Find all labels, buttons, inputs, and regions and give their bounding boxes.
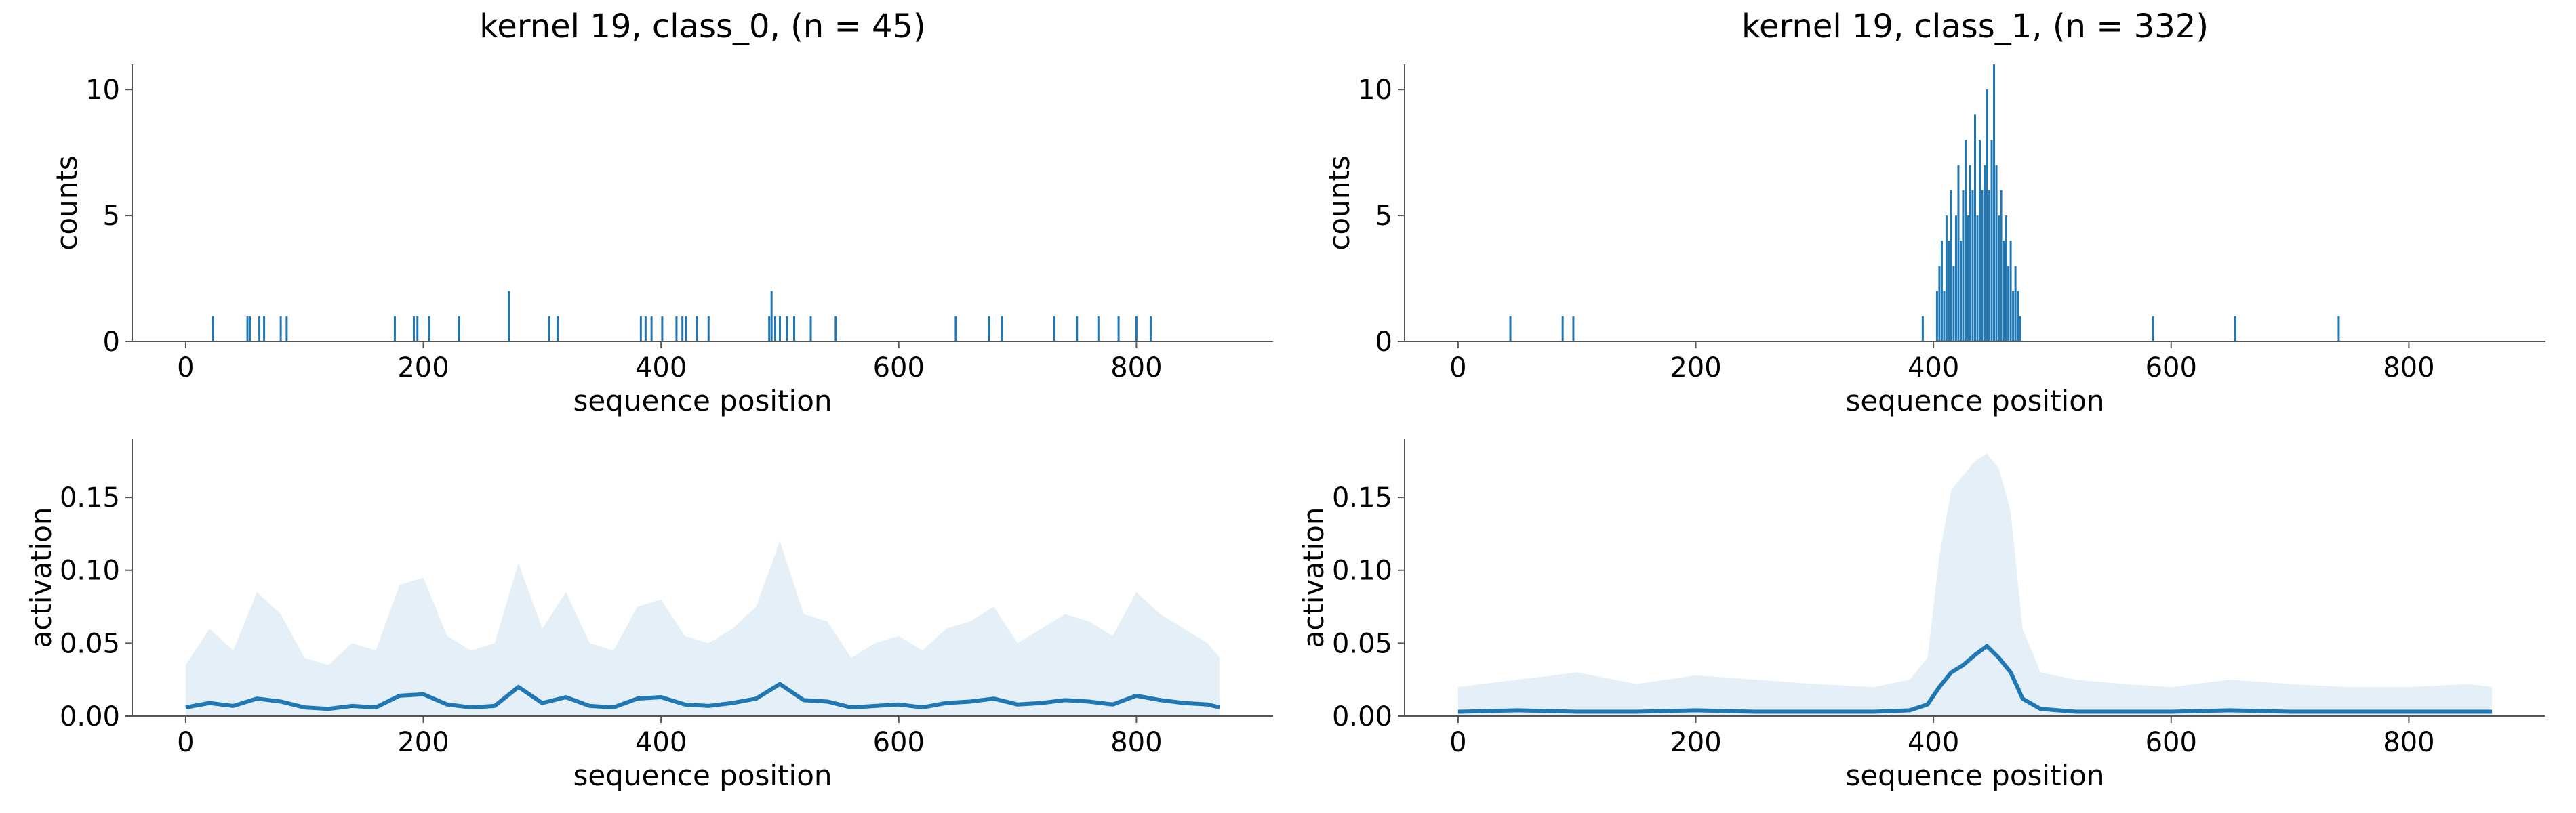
y-axis-label: counts: [50, 155, 83, 250]
x-axis-label: sequence position: [1845, 759, 2104, 792]
x-tick-label: 200: [397, 727, 449, 758]
x-axis-label: sequence position: [1845, 384, 2104, 417]
y-tick-label: 5: [103, 201, 120, 232]
x-tick-label: 0: [1449, 727, 1466, 758]
y-axis-label: activation: [1297, 507, 1330, 648]
y-tick-label: 0.10: [60, 556, 120, 587]
x-tick-label: 0: [177, 352, 194, 383]
chart-title: kernel 19, class_1, (n = 332): [1742, 7, 2209, 45]
x-tick-label: 200: [1670, 352, 1721, 383]
x-tick-label: 200: [1670, 727, 1721, 758]
x-tick-label: 600: [2146, 352, 2197, 383]
x-tick-label: 0: [1449, 352, 1466, 383]
x-axis-label: sequence position: [573, 384, 832, 417]
y-tick-label: 0.00: [1332, 701, 1392, 732]
x-tick-label: 400: [1908, 352, 1959, 383]
y-tick-label: 0: [1375, 327, 1392, 358]
y-axis-label: counts: [1323, 155, 1356, 250]
panel-class-0-counts: kernel 19, class_0, (n = 45) 0 200 400 600 80…: [50, 7, 1273, 417]
x-tick-label: 400: [635, 352, 687, 383]
panel-class-1-counts: kernel 19, class_1, (n = 332) 0 200 400 600 8…: [1323, 7, 2545, 417]
y-tick-label: 0.10: [1332, 556, 1392, 587]
y-tick-label: 10: [1358, 75, 1392, 106]
x-axis-label: sequence position: [573, 759, 832, 792]
x-tick-label: 600: [873, 352, 925, 383]
x-tick-label: 200: [397, 352, 449, 383]
x-tick-label: 800: [2383, 727, 2434, 758]
x-tick-label: 400: [635, 727, 687, 758]
x-tick-label: 600: [873, 727, 925, 758]
x-tick-label: 400: [1908, 727, 1959, 758]
x-tick-label: 800: [1110, 352, 1162, 383]
y-tick-label: 10: [85, 75, 120, 106]
y-tick-label: 0.05: [1332, 628, 1392, 659]
y-tick-label: 0.15: [60, 482, 120, 514]
y-tick-label: 5: [1375, 201, 1392, 232]
activation-band: [185, 541, 1220, 716]
x-tick-label: 600: [2146, 727, 2197, 758]
x-tick-label: 0: [177, 727, 194, 758]
y-tick-label: 0.15: [1332, 482, 1392, 514]
activation-mean-line: [185, 682, 1220, 711]
y-tick-label: 0.05: [60, 628, 120, 659]
activation-band: [1457, 453, 2493, 716]
y-tick-label: 0.00: [60, 701, 120, 732]
activation-mean-line: [1457, 644, 2493, 714]
chart-title: kernel 19, class_0, (n = 45): [479, 7, 926, 45]
panel-class-1-activation: 0 200 400 600 800 0.00 0.05 0.10 0.15 sequence po…: [1297, 439, 2545, 792]
panel-class-0-activation: 0 200 400 600 800 0.00 0.05 0.10 0.15 sequence po…: [24, 439, 1273, 792]
y-axis-label: activation: [24, 507, 58, 648]
x-tick-label: 800: [2383, 352, 2434, 383]
x-tick-label: 800: [1110, 727, 1162, 758]
y-tick-label: 0: [103, 327, 120, 358]
